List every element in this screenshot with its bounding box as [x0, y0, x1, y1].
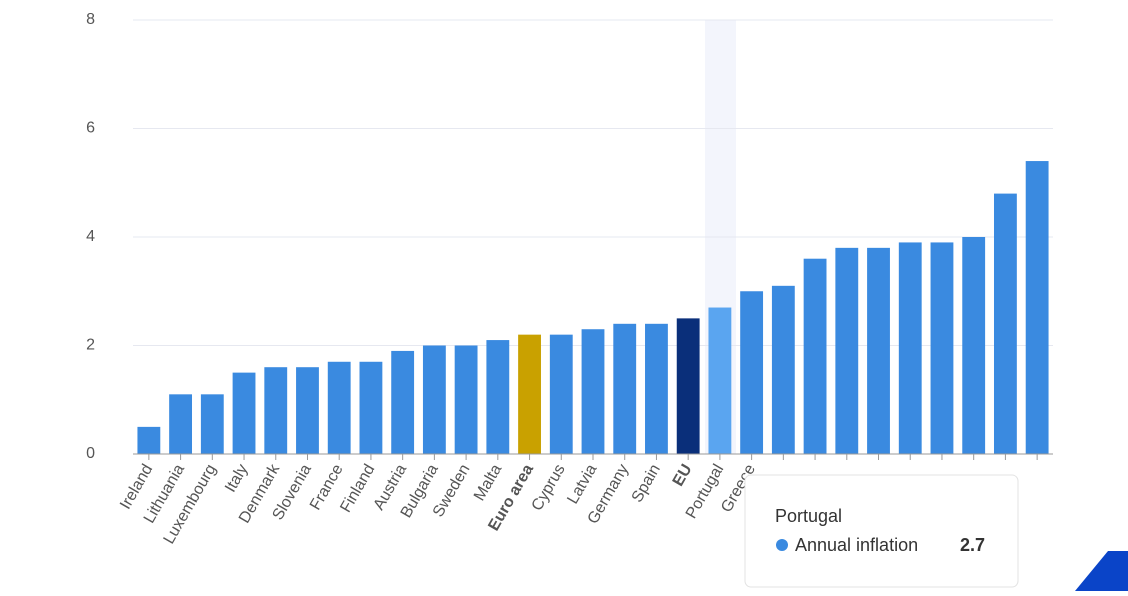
- x-tick-label: Malta: [471, 461, 505, 503]
- tooltip-series: Annual inflation: [795, 535, 918, 555]
- bar: [264, 367, 288, 454]
- x-tick-label: Italy: [222, 462, 251, 496]
- bar: [645, 323, 668, 454]
- bar: [518, 334, 541, 454]
- bar: [993, 193, 1017, 454]
- bar: [486, 340, 510, 454]
- bar: [581, 329, 605, 454]
- bar: [867, 247, 890, 454]
- tooltip-box: [744, 474, 1019, 588]
- y-tick-label: 2: [86, 337, 95, 354]
- bar: [391, 350, 415, 454]
- bar: [962, 237, 986, 454]
- bar: [137, 426, 161, 454]
- bar: [771, 285, 795, 454]
- bar: [930, 242, 954, 454]
- bar: [1025, 161, 1049, 455]
- y-tick-label: 6: [86, 120, 95, 137]
- y-tick-label: 0: [86, 445, 95, 462]
- bar: [898, 242, 922, 454]
- bar: [676, 318, 700, 454]
- tooltip-value: 2.7: [960, 535, 985, 555]
- tooltip-title: Portugal: [775, 506, 842, 526]
- bar: [169, 394, 193, 454]
- bar: [232, 372, 256, 454]
- bar: [454, 345, 478, 454]
- bar: [359, 361, 383, 454]
- bar: [327, 361, 351, 454]
- tooltip-marker: [776, 539, 788, 551]
- logo-corner: [1075, 551, 1128, 591]
- bar: [708, 307, 732, 454]
- bar: [296, 367, 319, 454]
- bar: [803, 258, 827, 454]
- x-tick-label: Spain: [629, 462, 664, 506]
- bar: [549, 334, 573, 454]
- y-tick-label: 4: [86, 228, 95, 245]
- bar: [740, 291, 764, 454]
- bar: [200, 394, 224, 454]
- bar: [422, 345, 446, 454]
- bar: [835, 247, 859, 454]
- tooltip: Portugal Annual inflation 2.7: [744, 474, 1019, 588]
- x-tick-label: EU: [670, 462, 696, 490]
- y-tick-label: 8: [86, 11, 95, 28]
- bar: [613, 323, 637, 454]
